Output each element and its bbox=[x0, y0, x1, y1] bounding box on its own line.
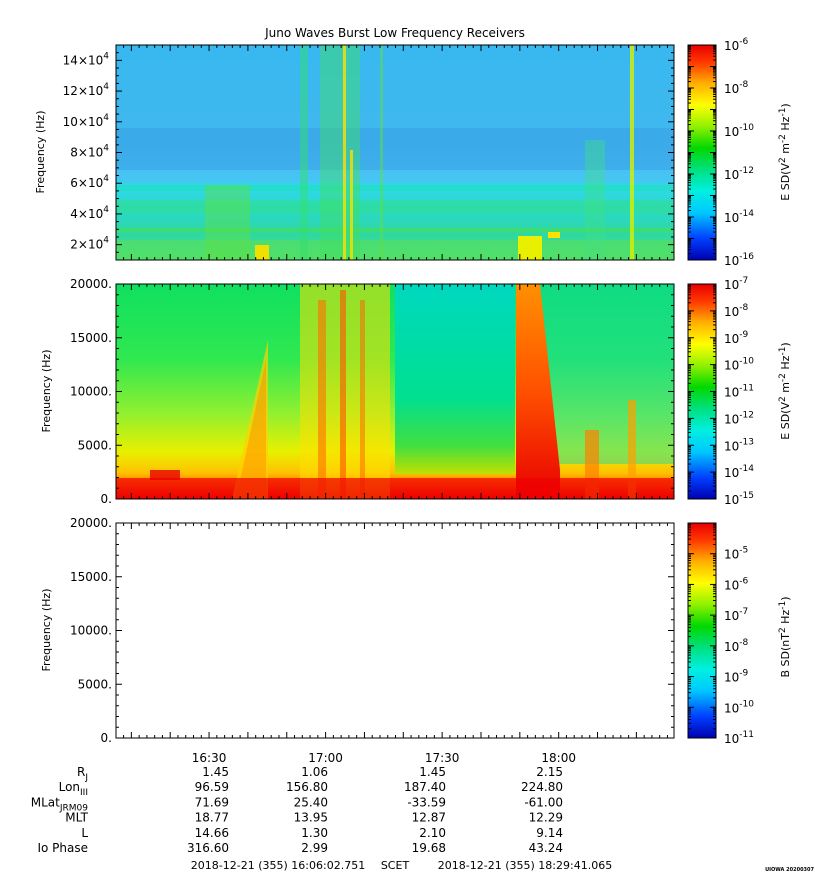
colorbar-tick-label: 10-10 bbox=[724, 357, 754, 373]
y-tick-label: 12×104 bbox=[63, 82, 110, 98]
panel3-ylabel: Frequency (Hz) bbox=[40, 589, 53, 672]
panel3-frame bbox=[115, 522, 675, 739]
y-tick-label: 20000. bbox=[70, 277, 112, 291]
time-tick-label: 17:30 bbox=[425, 751, 460, 765]
colorbar-tick-label: 10-14 bbox=[724, 209, 754, 225]
footer-scet: SCET bbox=[381, 859, 410, 872]
colorbar-ticks: 10-6 10-8 10-10 10-12 10-14 10-16 10-7 10-8 10-9… bbox=[688, 37, 754, 746]
colorbar-tick-label: 10-7 bbox=[724, 276, 748, 292]
panel2-ylabel: Frequency (Hz) bbox=[40, 350, 53, 433]
axes-group: 16:30 17:00 17:30 18:00 2×104 4×104 6×104 8×104… bbox=[63, 44, 674, 765]
ephemeris-label: LonIII bbox=[59, 780, 88, 798]
ephemeris-value: 224.80 bbox=[521, 780, 563, 794]
ephemeris-value: -61.00 bbox=[524, 795, 563, 809]
colorbar-tick-label: 10-13 bbox=[724, 437, 754, 453]
ephemeris-value: -33.59 bbox=[407, 795, 446, 809]
y-tick-label: 2×104 bbox=[70, 236, 109, 252]
ephemeris-value: 156.80 bbox=[286, 780, 328, 794]
y-tick-label: 10000. bbox=[70, 385, 112, 399]
footer-stamp: UIOWA 20200307 bbox=[765, 867, 814, 873]
ephemeris-value: 316.60 bbox=[187, 841, 229, 855]
ephemeris-value: 14.66 bbox=[195, 826, 229, 840]
ephemeris-value: 2.15 bbox=[536, 765, 563, 779]
chart-title: Juno Waves Burst Low Frequency Receivers bbox=[264, 26, 525, 40]
colorbar-tick-label: 10-16 bbox=[724, 252, 754, 268]
colorbar-tick-label: 10-12 bbox=[724, 410, 754, 426]
ephemeris-value: 96.59 bbox=[195, 780, 229, 794]
ephemeris-value: 1.45 bbox=[419, 765, 446, 779]
y-tick-label: 20000. bbox=[70, 516, 112, 530]
ephemeris-value: 12.87 bbox=[412, 811, 446, 825]
y-tick-label: 8×104 bbox=[70, 144, 109, 160]
colorbar-tick-label: 10-15 bbox=[724, 491, 754, 507]
ephemeris-table: RJ 1.45 1.06 1.45 2.15 LonIII 96.59 156.80 187.4… bbox=[31, 765, 563, 855]
time-tick-label: 16:30 bbox=[192, 751, 227, 765]
colorbar-tick-label: 10-7 bbox=[724, 607, 748, 623]
colorbar-3 bbox=[687, 522, 717, 739]
colorbar-tick-label: 10-5 bbox=[724, 546, 748, 562]
panel1-ylabel: Frequency (Hz) bbox=[34, 111, 47, 194]
ephemeris-value: 18.77 bbox=[195, 811, 229, 825]
colorbar-tick-label: 10-6 bbox=[724, 576, 749, 592]
colorbar3-label: B SD(nT2 Hz-1) bbox=[778, 596, 792, 677]
colorbar1-label: E SD(V2 m-2 Hz-1) bbox=[778, 103, 792, 200]
y-tick-label: 5000. bbox=[78, 438, 112, 452]
y-tick-label: 0. bbox=[101, 731, 112, 745]
ephemeris-label: L bbox=[81, 826, 88, 840]
ephemeris-value: 13.95 bbox=[294, 811, 328, 825]
ephemeris-value: 187.40 bbox=[404, 780, 446, 794]
ephemeris-value: 71.69 bbox=[195, 795, 229, 809]
colorbar-tick-label: 10-9 bbox=[724, 669, 749, 685]
panel2-spectrogram bbox=[116, 284, 674, 499]
ephemeris-value: 1.06 bbox=[301, 765, 328, 779]
time-tick-label: 17:00 bbox=[308, 751, 343, 765]
ephemeris-label: MLT bbox=[65, 811, 88, 825]
colorbar-tick-label: 10-6 bbox=[724, 37, 749, 53]
y-tick-label: 15000. bbox=[70, 570, 112, 584]
colorbar-tick-label: 10-11 bbox=[724, 384, 754, 400]
footer-start-time: 2018-12-21 (355) 16:06:02.751 bbox=[191, 859, 365, 872]
panel1-spectrogram bbox=[116, 45, 674, 260]
colorbar2-label: E SD(V2 m-2 Hz-1) bbox=[778, 342, 792, 439]
ephemeris-value: 2.10 bbox=[419, 826, 446, 840]
colorbar-tick-label: 10-8 bbox=[724, 303, 749, 319]
footer-end-time: 2018-12-21 (355) 18:29:41.065 bbox=[438, 859, 612, 872]
ephemeris-label: MLatJRM09 bbox=[31, 795, 89, 813]
ephemeris-label: RJ bbox=[77, 765, 88, 783]
ephemeris-label: Io Phase bbox=[37, 841, 88, 855]
y-tick-label: 10000. bbox=[70, 624, 112, 638]
time-tick-label: 18:00 bbox=[541, 751, 576, 765]
colorbar-tick-label: 10-11 bbox=[724, 730, 754, 746]
ephemeris-value: 1.45 bbox=[202, 765, 229, 779]
colorbar-tick-label: 10-14 bbox=[724, 464, 754, 480]
colorbar-tick-label: 10-10 bbox=[724, 699, 754, 715]
ephemeris-value: 43.24 bbox=[529, 841, 563, 855]
colorbar-tick-label: 10-12 bbox=[724, 166, 754, 182]
y-tick-label: 14×104 bbox=[63, 51, 110, 67]
ephemeris-value: 1.30 bbox=[301, 826, 328, 840]
colorbar-tick-label: 10-9 bbox=[724, 330, 749, 346]
y-tick-label: 5000. bbox=[78, 677, 112, 691]
ephemeris-value: 19.68 bbox=[412, 841, 446, 855]
ephemeris-value: 9.14 bbox=[536, 826, 563, 840]
y-tick-label: 6×104 bbox=[70, 174, 109, 190]
y-tick-label: 0. bbox=[101, 492, 112, 506]
ephemeris-value: 12.29 bbox=[529, 811, 563, 825]
ephemeris-value: 25.40 bbox=[294, 795, 328, 809]
colorbar-tick-label: 10-10 bbox=[724, 123, 754, 139]
ephemeris-value: 2.99 bbox=[301, 841, 328, 855]
colorbar-tick-label: 10-8 bbox=[724, 80, 749, 96]
colorbar-tick-label: 10-8 bbox=[724, 638, 749, 654]
y-tick-label: 10×104 bbox=[63, 113, 110, 129]
y-tick-label: 4×104 bbox=[70, 205, 109, 221]
y-tick-label: 15000. bbox=[70, 331, 112, 345]
